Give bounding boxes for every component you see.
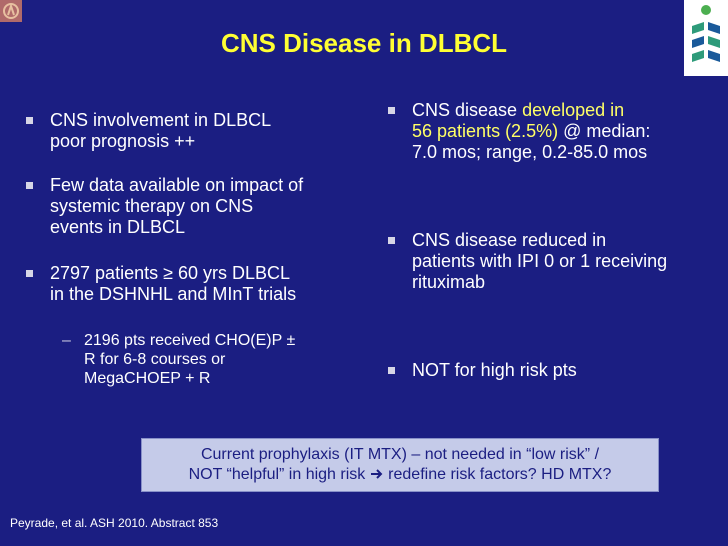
bullet-text: systemic therapy on CNS (50, 196, 254, 216)
brand-logo (684, 0, 728, 76)
left-column: CNS involvement in DLBCL poor prognosis … (20, 110, 360, 388)
slide-title: CNS Disease in DLBCL (220, 28, 508, 58)
right-bullet-1: CNS disease developed in 56 patients (2.… (382, 100, 702, 163)
callout-text: NOT “helpful” in high risk (188, 466, 366, 483)
left-bullet-1: CNS involvement in DLBCL poor prognosis … (20, 110, 360, 152)
bullet-text: 2797 patients ≥ 60 yrs DLBCL (50, 263, 291, 283)
citation-footer: Peyrade, et al. ASH 2010. Abstract 853 (10, 516, 219, 530)
dash-icon: – (62, 332, 71, 349)
left-bullet-2: Few data available on impact of systemic… (20, 175, 360, 238)
highlight-text: developed in (522, 100, 625, 120)
callout-text: Current prophylaxis (IT MTX) – not neede… (200, 446, 600, 463)
arrow-right-icon (370, 465, 384, 485)
bullet-square-icon (388, 367, 395, 374)
bullet-square-icon (388, 237, 395, 244)
sub-bullet-text: MegaCHOEP + R (84, 370, 211, 387)
bullet-text: events in DLBCL (50, 217, 186, 237)
presenter-logo (0, 0, 22, 22)
bullet-text: rituximab (412, 272, 486, 292)
bullet-text: CNS disease reduced in (412, 230, 607, 250)
callout-box: Current prophylaxis (IT MTX) – not neede… (141, 438, 659, 492)
highlight-text: 56 patients (2.5%) (412, 121, 559, 141)
bullet-square-icon (26, 117, 33, 124)
bullet-text: 7.0 mos; range, 0.2-85.0 mos (412, 142, 648, 162)
right-bullet-3: NOT for high risk pts (382, 360, 702, 381)
bullet-square-icon (26, 182, 33, 189)
bullet-text: in the DSHNHL and MInT trials (50, 284, 297, 304)
right-column: CNS disease developed in 56 patients (2.… (382, 100, 702, 381)
bullet-text: poor prognosis ++ (50, 131, 196, 151)
sub-bullet: – 2196 pts received CHO(E)P ± R for 6-8 … (20, 331, 360, 388)
sub-bullet-text: R for 6-8 courses or (84, 351, 226, 368)
bullet-text: CNS disease (412, 100, 523, 120)
bullet-text: CNS involvement in DLBCL (50, 110, 272, 130)
left-bullet-3: 2797 patients ≥ 60 yrs DLBCL in the DSHN… (20, 263, 360, 305)
bullet-square-icon (26, 270, 33, 277)
bullet-text: Few data available on impact of (50, 175, 304, 195)
bullet-square-icon (388, 107, 395, 114)
bullet-text: @ median: (558, 121, 651, 141)
bullet-text: patients with IPI 0 or 1 receiving (412, 251, 668, 271)
bullet-text: NOT for high risk pts (412, 360, 577, 380)
sub-bullet-text: 2196 pts received CHO(E)P ± (84, 332, 296, 349)
callout-text: redefine risk factors? HD MTX? (383, 466, 612, 483)
right-bullet-2: CNS disease reduced in patients with IPI… (382, 230, 702, 293)
